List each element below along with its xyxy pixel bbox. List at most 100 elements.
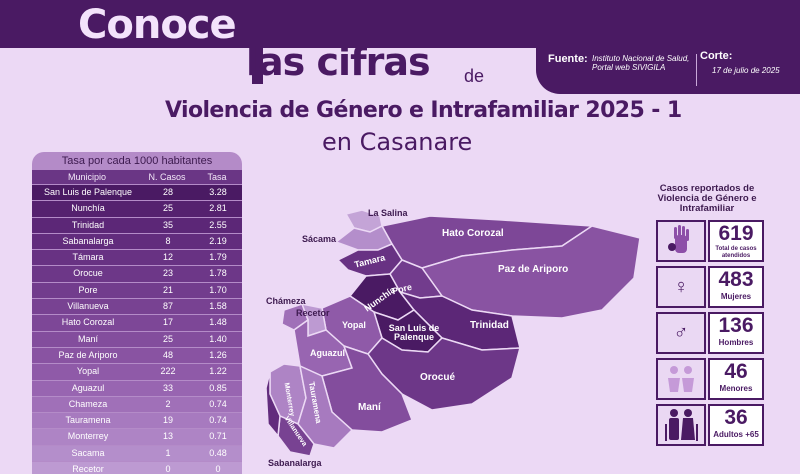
cell-municipio: San Luis de Palenque: [43, 187, 133, 197]
title-line1: Conoce: [78, 2, 237, 48]
cell-tasa: 0.74: [209, 415, 227, 426]
cell-municipio: Nunchía: [71, 203, 105, 214]
cell-tasa: 1.22: [209, 366, 227, 377]
children-icon: [656, 358, 706, 400]
cell-municipio: Villanueva: [67, 301, 109, 312]
map-label-hato-corozal: Hato Corozal: [442, 228, 504, 239]
stat-menores-box: 46 Menores: [708, 358, 764, 400]
map-label-recetor: Recetor: [296, 308, 330, 318]
subtitle-region: en Casanare: [322, 128, 473, 156]
subtitle: Violencia de Género e Intrafamiliar 2025…: [165, 98, 682, 123]
cell-municipio: Monterrey: [67, 431, 109, 442]
table-row: Támara 12 1.79: [32, 250, 242, 266]
cell-tasa: 1.79: [209, 252, 227, 263]
title-de: de: [464, 66, 485, 86]
table-row: Paz de Ariporo 48 1.26: [32, 347, 242, 364]
stat-hombres-box: 136 Hombres: [708, 312, 764, 354]
cell-municipio: Sacama: [71, 447, 105, 458]
stat-menores-value: 46: [724, 360, 748, 383]
cell-casos: 21: [162, 284, 173, 295]
header-band: [0, 0, 800, 48]
source-label: Fuente:: [548, 53, 588, 65]
header-tasa: Tasa: [207, 172, 227, 182]
cell-casos: 25: [162, 203, 173, 214]
header-municipio: Municipio: [67, 172, 107, 182]
table-header: Municipio N. Casos Tasa: [32, 170, 242, 184]
table-caption: Tasa por cada 1000 habitantes: [61, 155, 213, 167]
table-row: Tauramena 19 0.74: [32, 413, 242, 429]
map-label-orocue: Orocué: [420, 372, 456, 383]
stat-hombres-value: 136: [718, 314, 754, 337]
cell-municipio: Chameza: [68, 398, 108, 409]
table-row: Maní 25 1.40: [32, 331, 242, 347]
map-label-san-luis: San Luis de Palenque: [388, 323, 440, 342]
stat-adultos-box: 36 Adultos +65: [708, 404, 764, 446]
region-mani: [321, 344, 413, 433]
table-row: Sacama 1 0.48: [32, 445, 242, 462]
stat-mujeres-label: Mujeres: [720, 292, 752, 301]
map-label-sabanalarga: Sabanalarga: [268, 458, 322, 468]
table-row: Aguazul 33 0.85: [32, 380, 242, 396]
cell-casos: 2: [165, 398, 171, 409]
corte-text: 17 de julio de 2025: [712, 66, 780, 75]
cell-tasa: 1.40: [209, 333, 227, 344]
header-casos: N. Casos: [148, 172, 186, 182]
cell-municipio: Tauramena: [65, 415, 111, 426]
table-body: San Luis de Palenque 2 8 3.28 Nunchía 25 2.81 T…: [32, 185, 242, 474]
cell-municipio: Pore: [78, 284, 98, 295]
stat-mujeres-value: 483: [718, 268, 754, 291]
cell-tasa: 0.48: [209, 447, 227, 458]
table-row: Hato Corozal 17 1.48: [32, 315, 242, 331]
cell-tasa: 1.26: [209, 349, 227, 360]
cell-tasa: 0.74: [209, 398, 227, 409]
stat-hombres-label: Hombres: [718, 338, 754, 347]
cell-casos: 87: [162, 301, 173, 312]
cell-municipio: Hato Corozal: [61, 317, 115, 328]
table-row: Sabanalarga 8 2.19: [32, 233, 242, 250]
title-accent-bar: [252, 34, 263, 84]
table-row: Orocue 23 1.78: [32, 266, 242, 282]
cell-tasa: 2.81: [209, 203, 227, 214]
cell-casos: 13: [162, 431, 173, 442]
male-icon: ♂: [656, 312, 706, 354]
stat-total-label: Total de casos atendidos: [715, 246, 757, 259]
map-label-sacama: Sácama: [302, 234, 337, 244]
stat-adultos-label: Adultos +65: [713, 430, 759, 439]
table-row: Yopal 222 1.22: [32, 364, 242, 380]
map-label-chameza: Chámeza: [266, 296, 306, 306]
stats-title: Casos reportados de Violencia de Género …: [657, 183, 757, 214]
cell-casos: 35: [162, 219, 173, 230]
elderly-icon: [656, 404, 706, 446]
cell-tasa: 1.48: [209, 317, 227, 328]
corte-label: Corte:: [700, 50, 733, 62]
cell-municipio: Maní: [77, 333, 98, 344]
cell-municipio: Támara: [72, 252, 104, 263]
casanare-map: La Salina Sácama Hato Corozal Paz de Ari…: [262, 198, 652, 474]
cell-casos: 12: [162, 252, 173, 263]
cell-casos: 8: [165, 235, 171, 246]
cell-casos: 17: [162, 317, 173, 328]
map-label-paz-de-ariporo: Paz de Ariporo: [498, 264, 569, 275]
table-row: Nunchía 25 2.81: [32, 201, 242, 217]
cell-tasa: 3.28: [209, 187, 227, 197]
cell-tasa: 0.85: [209, 382, 227, 393]
cell-municipio: Aguazul: [71, 382, 105, 393]
cell-casos: 48: [162, 349, 173, 360]
female-icon: ♀: [656, 266, 706, 308]
table-row: Monterrey 13 0.71: [32, 429, 242, 445]
map-label-mani: Maní: [358, 402, 381, 413]
map-svg: [265, 209, 641, 457]
table-row: Recetor 0 0: [32, 462, 242, 474]
cell-municipio: Recetor: [72, 464, 104, 474]
stat-adultos-value: 36: [724, 406, 748, 429]
cell-tasa: 2.19: [209, 235, 227, 246]
cell-municipio: Orocue: [73, 268, 103, 279]
stat-total-value: 619: [718, 222, 754, 245]
cell-casos: 33: [162, 382, 173, 393]
table-row: Trinidad 35 2.55: [32, 217, 242, 233]
cell-casos: 222: [160, 366, 176, 377]
cell-municipio: Trinidad: [71, 219, 105, 230]
cell-tasa: 1.70: [209, 284, 227, 295]
source-divider: [696, 54, 697, 86]
map-label-aguazul: Aguazul: [310, 348, 345, 358]
